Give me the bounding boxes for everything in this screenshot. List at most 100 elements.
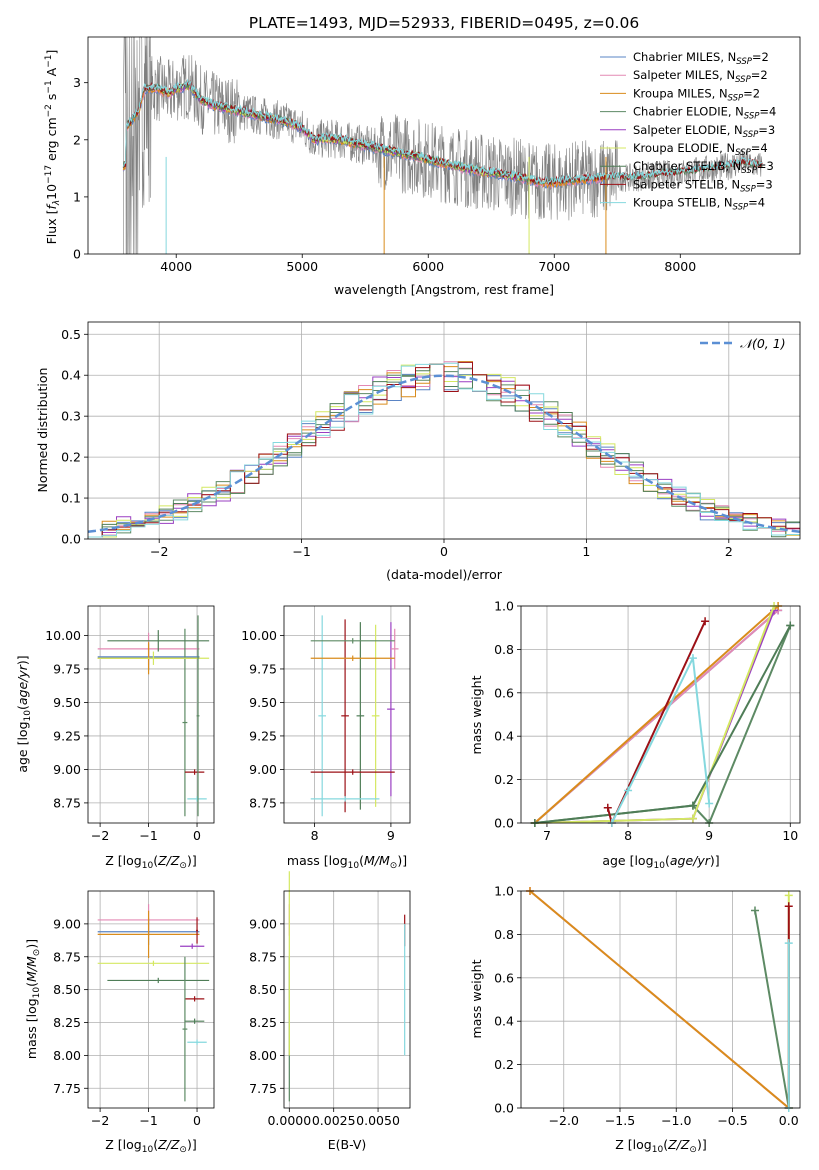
legend-count: =3 [756, 177, 773, 191]
ageMass-xlabel: mass [log10(M/M⊙)] [287, 853, 407, 871]
y-tick-label: 0.5 [61, 327, 81, 342]
y-tick-label: 1.0 [494, 599, 514, 614]
x-tick-label: 0.0000 [267, 1113, 311, 1128]
label-part: Z [log [615, 1137, 651, 1152]
axes-frame [87, 890, 215, 1109]
legend-sub: SSP [736, 57, 752, 67]
label-part: 10 [44, 184, 59, 200]
label-part: ⊙ [179, 861, 187, 871]
legend-name: Chabrier MILES, N [633, 50, 736, 64]
x-tick-label: 2 [725, 544, 733, 559]
y-tick-label: 0.4 [494, 1014, 514, 1029]
label-part: )] [187, 853, 197, 868]
massZ-xlabel: Z [log10(Z/Z⊙)] [105, 1137, 196, 1155]
weight-marker [786, 621, 795, 630]
legend-entry: Chabrier ELODIE, NSSP=4 [633, 105, 776, 122]
legend-name: Kroupa STELIB, N [633, 196, 733, 210]
weight-marker [688, 814, 697, 823]
normal-curve [87, 374, 801, 534]
y-tick-label: 9.50 [53, 695, 81, 710]
label-part: ⊙ [179, 1145, 187, 1155]
label-part: age [log [602, 853, 653, 868]
histogram-step [88, 361, 800, 538]
y-tick-label: 0.0 [494, 1101, 514, 1116]
x-tick-label: 7 [543, 828, 551, 843]
y-tick-label: 8.25 [53, 1015, 81, 1030]
y-tick-label: 9.00 [53, 762, 81, 777]
y-tick-label: 10.00 [241, 628, 277, 643]
weight-line [534, 605, 779, 824]
axes-frame [87, 605, 215, 824]
ageZ-xlabel: Z [log10(Z/Z⊙)] [105, 853, 196, 871]
y-tick-label: 8.50 [249, 982, 277, 997]
y-tick-label: 1 [73, 189, 81, 204]
y-tick-label: 0.1 [61, 491, 81, 506]
legend-name: Chabrier STELIB, N [633, 159, 741, 173]
legend-count: =4 [748, 196, 765, 210]
y-tick-label: 0.0 [61, 532, 81, 547]
y-tick-label: 3 [73, 75, 81, 90]
histogram-step [88, 362, 800, 538]
x-tick-label: −1 [292, 544, 310, 559]
y-tick-label: 8.75 [53, 949, 81, 964]
axes-mass-vs-ebv [284, 891, 410, 1108]
axes-frame [87, 36, 801, 255]
weight-line [754, 910, 790, 1109]
label-part: ( [663, 1137, 668, 1152]
label-part: −2 [44, 104, 54, 117]
label-part: Z [log [105, 853, 141, 868]
y-tick-label: 0 [73, 247, 81, 262]
label-part: ] [44, 50, 59, 55]
axes-mass-weight-vs-age [521, 605, 800, 824]
label-part: ( [359, 853, 364, 868]
axes-frame [520, 605, 801, 824]
x-tick-label: 8000 [664, 259, 696, 274]
label-part: Flux [ [44, 210, 59, 245]
label-part: ⊙ [390, 861, 398, 871]
x-tick-label: −0.5 [717, 1113, 747, 1128]
legend-sub: SSP [735, 148, 751, 158]
axes-frame [283, 605, 411, 824]
label-part: ⊙ [689, 1145, 697, 1155]
x-tick-label: 8 [311, 828, 319, 843]
label-part: λ [52, 200, 62, 206]
spectrum-xlabel: wavelength [Angstrom, rest frame] [334, 282, 554, 297]
legend-count: =2 [752, 50, 769, 64]
massEBV-xlabel: E(B-V) [328, 1137, 367, 1152]
y-tick-label: 9.00 [249, 762, 277, 777]
weight-marker [624, 786, 633, 795]
x-tick-label: 8 [624, 828, 632, 843]
label-part: −17 [44, 165, 54, 184]
legend-sub: SSP [735, 75, 751, 85]
y-tick-label: 0.8 [494, 642, 514, 657]
x-tick-label: −1 [139, 1113, 157, 1128]
legend-sub: SSP [744, 112, 760, 122]
weight-marker [751, 906, 759, 915]
x-tick-label: −2 [91, 828, 109, 843]
hist-xlabel: (data-model)/error [386, 567, 503, 582]
axes-frame [87, 321, 801, 540]
label-part: )] [187, 1137, 197, 1152]
y-tick-label: 8.00 [53, 1048, 81, 1063]
legend-name: Salpeter STELIB, N [633, 177, 740, 191]
spectrum-model-line [122, 78, 763, 186]
label-part: Z/Z [667, 1137, 690, 1152]
label-part: age/yr [670, 853, 711, 868]
legend-count: =3 [757, 159, 774, 173]
weight-line [606, 620, 707, 826]
y-tick-label: 8.50 [53, 982, 81, 997]
legend-entry: Kroupa STELIB, NSSP=4 [633, 196, 765, 213]
label-part: M/M [24, 956, 39, 982]
x-tick-label: −1 [139, 828, 157, 843]
y-tick-label: 9.75 [249, 661, 277, 676]
legend-entry: Chabrier STELIB, NSSP=3 [633, 159, 774, 176]
label-part: 10 [142, 1145, 154, 1155]
y-tick-label: 8.00 [249, 1048, 277, 1063]
label-part: 10 [654, 861, 666, 871]
legend-sub: SSP [728, 93, 744, 103]
legend-name: Chabrier ELODIE, N [633, 105, 744, 119]
label-part: 10 [32, 987, 42, 999]
x-tick-label: −1.0 [661, 1113, 691, 1128]
y-tick-label: 1.0 [494, 884, 514, 899]
